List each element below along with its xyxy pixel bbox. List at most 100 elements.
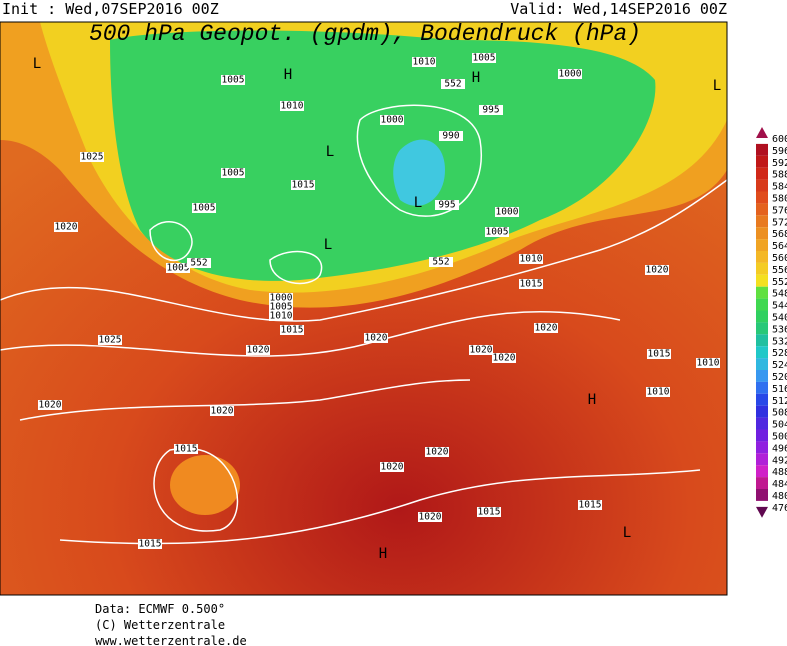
colorbar-cell (756, 274, 768, 287)
label-bg (269, 302, 293, 312)
colorbar-cell (756, 417, 768, 430)
colorbar-label: 492 (772, 455, 787, 466)
colorbar-cell (756, 477, 768, 489)
cyan-low (393, 139, 445, 206)
label-bg (647, 349, 671, 359)
footer-copyright: (C) Wetterzentrale (95, 618, 225, 632)
colorbar-cell (756, 381, 768, 394)
colorbar-label: 516 (772, 384, 787, 395)
colorbar-cell (756, 441, 768, 454)
label-bg (210, 406, 234, 416)
label-bg (364, 333, 388, 343)
colorbar-label: 488 (772, 467, 787, 478)
label-bg (439, 131, 463, 141)
isobar-label: 1015 (139, 539, 162, 550)
colorbar-cell (756, 322, 768, 335)
isobar-label: 1020 (535, 323, 558, 334)
label-bg (38, 400, 62, 410)
colorbar-label: 536 (772, 324, 787, 335)
colorbar-label: 508 (772, 408, 787, 419)
label-bg (558, 69, 582, 79)
colorbar-label: 600 (772, 134, 787, 145)
colorbar-cell (756, 358, 768, 370)
colorbar-label: 560 (772, 253, 787, 264)
isobar-label: 1020 (365, 333, 388, 344)
isobar-label: 1020 (55, 222, 78, 233)
colorbar-cell (756, 203, 768, 216)
colorbar-label: 540 (772, 312, 787, 323)
isobar-label: 1005 (167, 263, 190, 274)
colorbar-label: 528 (772, 348, 787, 359)
pressure-center: H (379, 546, 387, 562)
colorbar-cell (756, 310, 768, 323)
map-title: 500 hPa Geopot. (gpdm), Bodendruck (hPa) (89, 21, 641, 47)
isobar-label: 1000 (381, 115, 404, 126)
pressure-center: L (623, 525, 631, 541)
isobar-label: 1015 (579, 500, 602, 511)
pressure-center: L (713, 78, 721, 94)
colorbar-cell (756, 453, 768, 466)
colorbar-cell (756, 346, 768, 359)
isobar-label: 1025 (81, 152, 104, 163)
label-bg (519, 279, 543, 289)
isobar-label: 552 (432, 257, 449, 268)
colorbar-label: 484 (772, 479, 787, 490)
init-time: Init : Wed,07SEP2016 00Z (2, 0, 219, 18)
label-bg (485, 227, 509, 237)
isobar-label: 1005 (473, 53, 496, 64)
isobar-label: 1020 (646, 265, 669, 276)
colorbar-cap (756, 127, 768, 138)
colorbar-cell (756, 286, 768, 299)
label-bg (578, 500, 602, 510)
label-bg (492, 353, 516, 363)
colorbar-label: 588 (772, 170, 787, 181)
isobar-label: 995 (438, 200, 455, 211)
isobar-label: 1005 (486, 227, 509, 238)
isobar-label: 1010 (281, 101, 304, 112)
colorbar-label: 480 (772, 491, 787, 502)
isobar-label: 1020 (419, 512, 442, 523)
green-area (110, 30, 656, 281)
pressure-center: L (324, 237, 332, 253)
colorbar-cell (756, 143, 768, 156)
colorbar-cell (756, 298, 768, 311)
isobar-label: 1010 (647, 387, 670, 398)
pressure-center: L (326, 144, 334, 160)
colorbar-cell (756, 405, 768, 418)
isobar-label: 1005 (222, 75, 245, 86)
colorbar-label: 520 (772, 372, 787, 383)
colorbar-label: 532 (772, 336, 787, 347)
isobar-label: 552 (190, 258, 207, 269)
isobar-label: 1010 (270, 311, 293, 322)
label-bg (246, 345, 270, 355)
colorbar-cell (756, 227, 768, 240)
label-bg (429, 257, 453, 267)
label-bg (269, 311, 293, 321)
isobar-label: 1010 (413, 57, 436, 68)
colorbar-label: 564 (772, 241, 787, 252)
colorbar-cell (756, 239, 768, 251)
isobar-label: 990 (442, 131, 459, 142)
label-bg (380, 462, 404, 472)
colorbar-cell (756, 370, 768, 382)
label-bg (280, 325, 304, 335)
label-bg (280, 101, 304, 111)
pressure-center: H (472, 70, 480, 86)
colorbar-label: 552 (772, 277, 787, 288)
label-bg (519, 254, 543, 264)
label-bg (696, 358, 720, 368)
isobar-label: 1005 (193, 203, 216, 214)
pressure-center: H (284, 67, 292, 83)
pressure-center: H (588, 392, 596, 408)
label-bg (495, 207, 519, 217)
isobar-label: 1020 (493, 353, 516, 364)
isobar-label: 1020 (39, 400, 62, 411)
colorbar-label: 496 (772, 443, 787, 454)
label-bg (54, 222, 78, 232)
footer-url: www.wetterzentrale.de (95, 634, 247, 646)
label-bg (469, 345, 493, 355)
isobar-label: 1005 (270, 302, 293, 313)
label-bg (435, 200, 459, 210)
isobar-label: 1015 (478, 507, 501, 518)
